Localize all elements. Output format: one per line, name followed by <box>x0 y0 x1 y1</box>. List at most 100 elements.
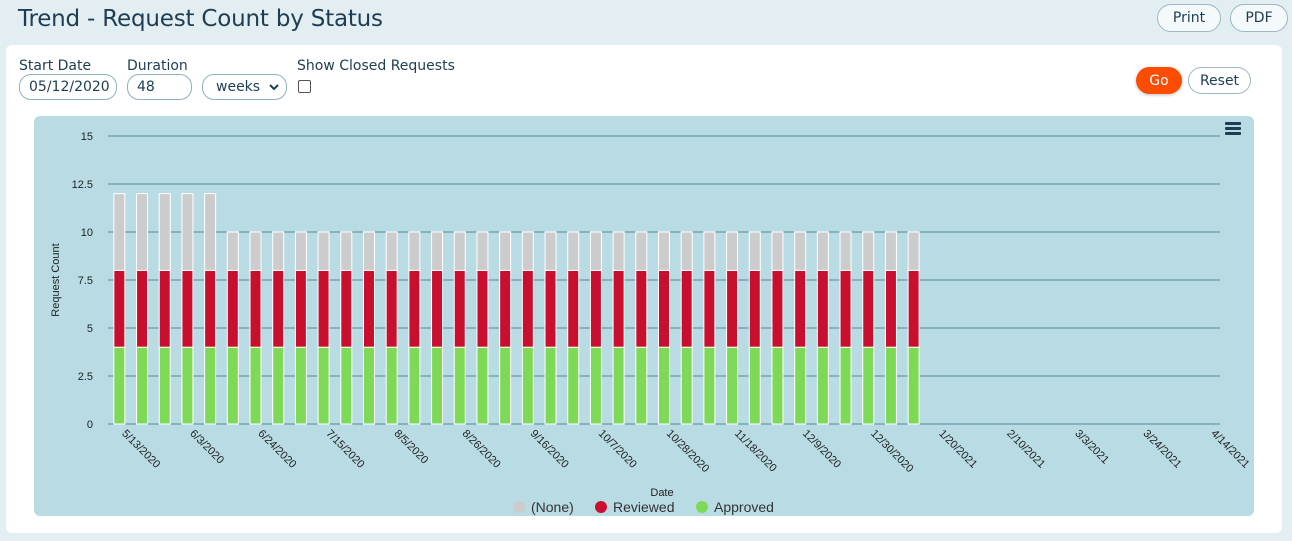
bar-approved <box>907 346 920 425</box>
bar-reviewed <box>794 269 807 348</box>
legend-label: (None) <box>531 499 574 515</box>
bar-reviewed <box>453 269 466 348</box>
x-tick-label: 9/16/2020 <box>528 428 571 471</box>
bar-reviewed <box>294 269 307 348</box>
legend-marker <box>696 501 708 513</box>
bar-none <box>158 193 171 271</box>
y-axis-label: Request Count <box>50 243 62 316</box>
bar-none <box>272 231 285 271</box>
bar-approved <box>589 346 602 425</box>
bar-reviewed <box>249 269 262 348</box>
bar-reviewed <box>658 269 670 348</box>
bar-none <box>317 231 330 271</box>
bar-approved <box>703 346 716 425</box>
bar-none <box>113 193 126 271</box>
x-tick-label: 11/18/2020 <box>732 428 779 475</box>
bar-reviewed <box>385 269 398 348</box>
bar-reviewed <box>635 269 648 348</box>
pdf-button[interactable]: PDF <box>1230 4 1288 32</box>
bar-reviewed <box>816 269 829 348</box>
request-count-chart: 0 2.5 5 7.5 10 12.5 15 Request Count 5/13/2020 6/… <box>50 122 1252 515</box>
bar-approved <box>816 346 829 425</box>
bar-approved <box>839 346 852 425</box>
reset-button[interactable]: Reset <box>1188 67 1251 94</box>
bar-reviewed <box>884 269 897 348</box>
x-tick-label: 7/15/2020 <box>323 428 366 471</box>
bar-approved <box>680 346 693 425</box>
bar-none <box>294 231 307 271</box>
bar-approved <box>884 346 897 425</box>
bar-reviewed <box>726 269 739 348</box>
bar-approved <box>862 346 875 425</box>
x-tick-label: 8/26/2020 <box>460 428 503 471</box>
x-tick-label: 5/13/2020 <box>119 428 162 471</box>
bar-reviewed <box>839 269 852 348</box>
bar-approved <box>567 346 580 425</box>
x-tick-label: 12/30/2020 <box>868 428 915 475</box>
y-tick-label: 15 <box>81 131 93 143</box>
bar-none <box>249 231 262 271</box>
bar-approved <box>408 346 421 425</box>
duration-input[interactable]: 48 <box>127 74 192 100</box>
bar-reviewed <box>158 269 171 348</box>
bar-approved <box>521 346 534 425</box>
y-tick-label: 2.5 <box>78 371 93 383</box>
legend-marker <box>513 501 525 513</box>
bar-none <box>521 231 534 271</box>
bar-approved <box>340 346 353 425</box>
bar-approved <box>431 346 444 425</box>
bar-approved <box>385 346 398 425</box>
start-date-label: Start Date <box>19 58 92 74</box>
bar-approved <box>181 346 194 425</box>
bar-approved <box>294 346 307 425</box>
bar-none <box>703 231 716 271</box>
x-tick-label: 10/28/2020 <box>664 428 711 475</box>
bar-approved <box>499 346 512 425</box>
bar-reviewed <box>907 269 920 348</box>
bar-approved <box>748 346 761 425</box>
x-tick-label: 2/10/2021 <box>1004 428 1047 471</box>
x-tick-label: 1/20/2021 <box>936 428 979 471</box>
x-tick-label: 3/24/2021 <box>1140 428 1183 471</box>
bar-reviewed <box>181 269 194 348</box>
legend-label: Approved <box>714 499 774 515</box>
bar-none <box>362 231 375 271</box>
bar-none <box>181 193 194 271</box>
y-tick-label: 10 <box>81 227 93 239</box>
hamburger-menu-icon[interactable] <box>1225 122 1241 135</box>
print-button[interactable]: Print <box>1157 4 1221 32</box>
show-closed-checkbox[interactable] <box>298 80 311 93</box>
bar-none <box>431 231 444 271</box>
y-tick-label: 12.5 <box>72 179 93 191</box>
start-date-input[interactable]: 05/12/2020 <box>19 74 117 100</box>
bar-reviewed <box>431 269 444 348</box>
bar-approved <box>658 346 670 425</box>
bar-none <box>612 231 625 271</box>
bar-none <box>907 231 920 271</box>
bar-approved <box>226 346 239 425</box>
bar-none <box>680 231 693 271</box>
go-button[interactable]: Go <box>1136 67 1182 94</box>
bar-approved <box>612 346 625 425</box>
bar-none <box>771 231 784 271</box>
x-tick-label: 4/14/2021 <box>1209 428 1252 471</box>
bar-reviewed <box>362 269 375 348</box>
bar-reviewed <box>589 269 602 348</box>
bar-reviewed <box>226 269 239 348</box>
bar-reviewed <box>771 269 784 348</box>
bar-reviewed <box>408 269 421 348</box>
bar-reviewed <box>317 269 330 348</box>
x-tick-label: 6/24/2020 <box>255 428 298 471</box>
bar-reviewed <box>113 269 126 348</box>
bar-approved <box>113 346 126 425</box>
legend-label: Reviewed <box>613 499 674 515</box>
x-tick-label: 8/5/2020 <box>392 428 431 467</box>
bar-approved <box>362 346 375 425</box>
bar-approved <box>635 346 648 425</box>
bar-none <box>726 231 739 271</box>
bar-none <box>635 231 648 271</box>
duration-unit-select[interactable]: weeks <box>202 74 287 100</box>
page-title: Trend - Request Count by Status <box>18 6 383 32</box>
duration-unit-value: weeks <box>216 79 261 95</box>
bar-approved <box>476 346 489 425</box>
